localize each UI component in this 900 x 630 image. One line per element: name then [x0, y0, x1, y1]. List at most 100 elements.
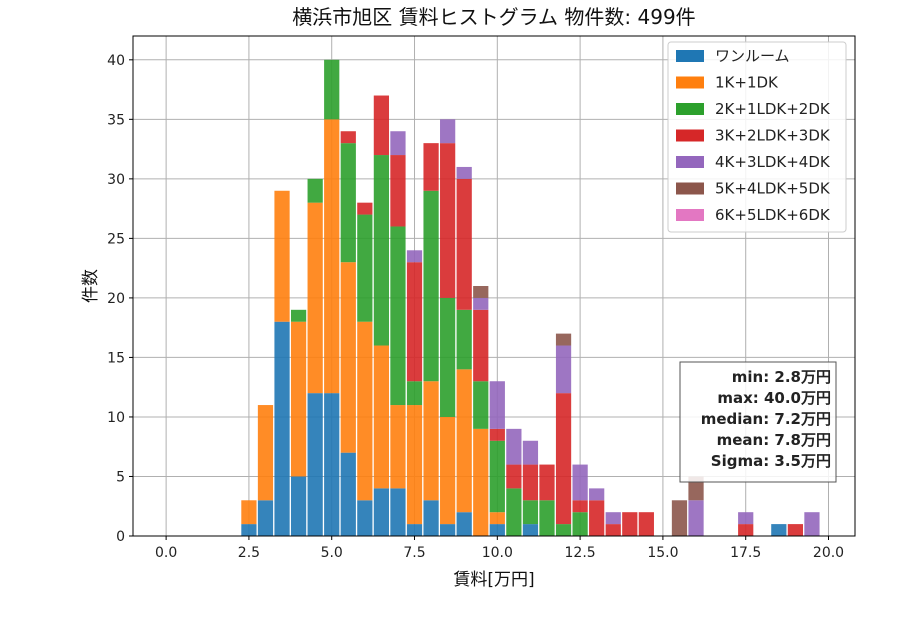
- stats-line: min: 2.8万円: [732, 368, 831, 386]
- bar-segment: [423, 381, 439, 501]
- stats-line: mean: 7.8万円: [717, 431, 831, 449]
- bar-segment: [340, 452, 356, 536]
- bar-segment: [671, 500, 688, 536]
- legend-label: 4K+3LDK+4DK: [715, 153, 831, 171]
- bar-segment: [688, 500, 704, 536]
- bar-segment: [473, 286, 489, 298]
- bar-segment: [539, 500, 555, 536]
- y-tick-label: 0: [116, 529, 125, 545]
- y-tick-label: 35: [107, 112, 125, 128]
- bar-segment: [357, 202, 373, 215]
- bar-segment: [605, 512, 621, 525]
- bar-segment: [489, 381, 505, 429]
- stats-box: min: 2.8万円 max: 40.0万円 median: 7.2万円 mean: …: [679, 361, 837, 483]
- bar-segment: [473, 381, 489, 429]
- legend-label: 6K+5LDK+6DK: [715, 206, 831, 224]
- bar-segment: [522, 524, 539, 536]
- bar-segment: [340, 143, 356, 263]
- bar-segment: [241, 500, 257, 525]
- bar-segment: [456, 178, 472, 310]
- bar-segment: [522, 440, 539, 465]
- legend-label: 5K+4LDK+5DK: [715, 180, 831, 198]
- stats-line: Sigma: 3.5万円: [711, 452, 831, 470]
- bar-segment: [456, 512, 472, 536]
- bar-segment: [324, 59, 340, 120]
- bar-segment: [572, 500, 588, 513]
- ticks: 0.0 2.5 5.0 7.5 10.0 12.5 15.0 17.5 20.0 0 5 10 15 20…: [107, 53, 844, 561]
- bar-segment: [406, 250, 423, 263]
- bar-segment: [406, 262, 423, 382]
- bar-segment: [324, 119, 340, 394]
- bar-segment: [456, 309, 472, 370]
- legend-swatch: [676, 76, 704, 89]
- bar-segment: [373, 155, 390, 346]
- legend-label: ワンルーム: [715, 47, 790, 65]
- bar-segment: [290, 309, 307, 322]
- bar-segment: [489, 428, 505, 441]
- bar-segment: [738, 512, 754, 525]
- bar-segment: [456, 369, 472, 513]
- bar-segment: [473, 309, 489, 382]
- bar-segment: [307, 393, 323, 536]
- bar-segment: [241, 524, 257, 536]
- bar-segment: [440, 416, 456, 525]
- bar-segment: [738, 524, 754, 536]
- y-tick-label: 40: [107, 53, 125, 69]
- bar-segment: [357, 500, 373, 536]
- x-tick-label: 17.5: [730, 545, 761, 561]
- bar-segment: [357, 321, 373, 501]
- legend-swatch: [676, 103, 704, 115]
- bar-segment: [771, 524, 787, 536]
- bar-segment: [605, 524, 621, 536]
- bar-segment: [572, 464, 588, 501]
- bar-segment: [373, 95, 390, 156]
- bar-segment: [257, 500, 274, 536]
- stats-line: max: 40.0万円: [717, 389, 831, 407]
- bars: [241, 59, 820, 536]
- bar-segment: [555, 393, 572, 525]
- bar-segment: [274, 321, 290, 536]
- bar-segment: [390, 226, 406, 406]
- x-tick-label: 5.0: [321, 545, 343, 561]
- y-tick-label: 20: [107, 291, 125, 307]
- x-tick-label: 20.0: [813, 545, 844, 561]
- bar-segment: [440, 297, 456, 417]
- bar-segment: [506, 488, 522, 536]
- bar-segment: [589, 500, 605, 536]
- bar-segment: [390, 405, 406, 489]
- bar-segment: [324, 393, 340, 536]
- y-tick-label: 10: [107, 410, 125, 426]
- bar-segment: [555, 333, 572, 346]
- bar-segment: [522, 500, 539, 525]
- bar-segment: [473, 297, 489, 310]
- grid: [133, 36, 855, 537]
- bar-segment: [506, 428, 522, 465]
- bar-segment: [340, 262, 356, 453]
- bar-segment: [390, 488, 406, 536]
- stats-box-frame: [679, 361, 837, 483]
- bar-segment: [423, 500, 439, 536]
- bar-segment: [506, 464, 522, 489]
- bar-segment: [307, 202, 323, 394]
- bar-segment: [340, 131, 356, 144]
- bar-segment: [555, 345, 572, 394]
- bar-segment: [423, 143, 439, 191]
- y-tick-label: 25: [107, 231, 125, 247]
- x-tick-label: 7.5: [403, 545, 425, 561]
- bar-segment: [489, 524, 505, 536]
- bar-segment: [373, 488, 390, 536]
- legend-swatch: [676, 209, 704, 221]
- bar-segment: [555, 524, 572, 536]
- bar-segment: [440, 524, 456, 536]
- bar-segment: [456, 166, 472, 179]
- x-axis-label: 賃料[万円]: [453, 570, 534, 590]
- bar-segment: [373, 345, 390, 489]
- x-tick-label: 2.5: [238, 545, 260, 561]
- x-tick-label: 10.0: [482, 545, 513, 561]
- bar-segment: [440, 143, 456, 298]
- legend-box: [667, 41, 847, 233]
- bar-segment: [572, 512, 588, 536]
- bar-segment: [489, 512, 505, 525]
- bar-segment: [804, 512, 820, 536]
